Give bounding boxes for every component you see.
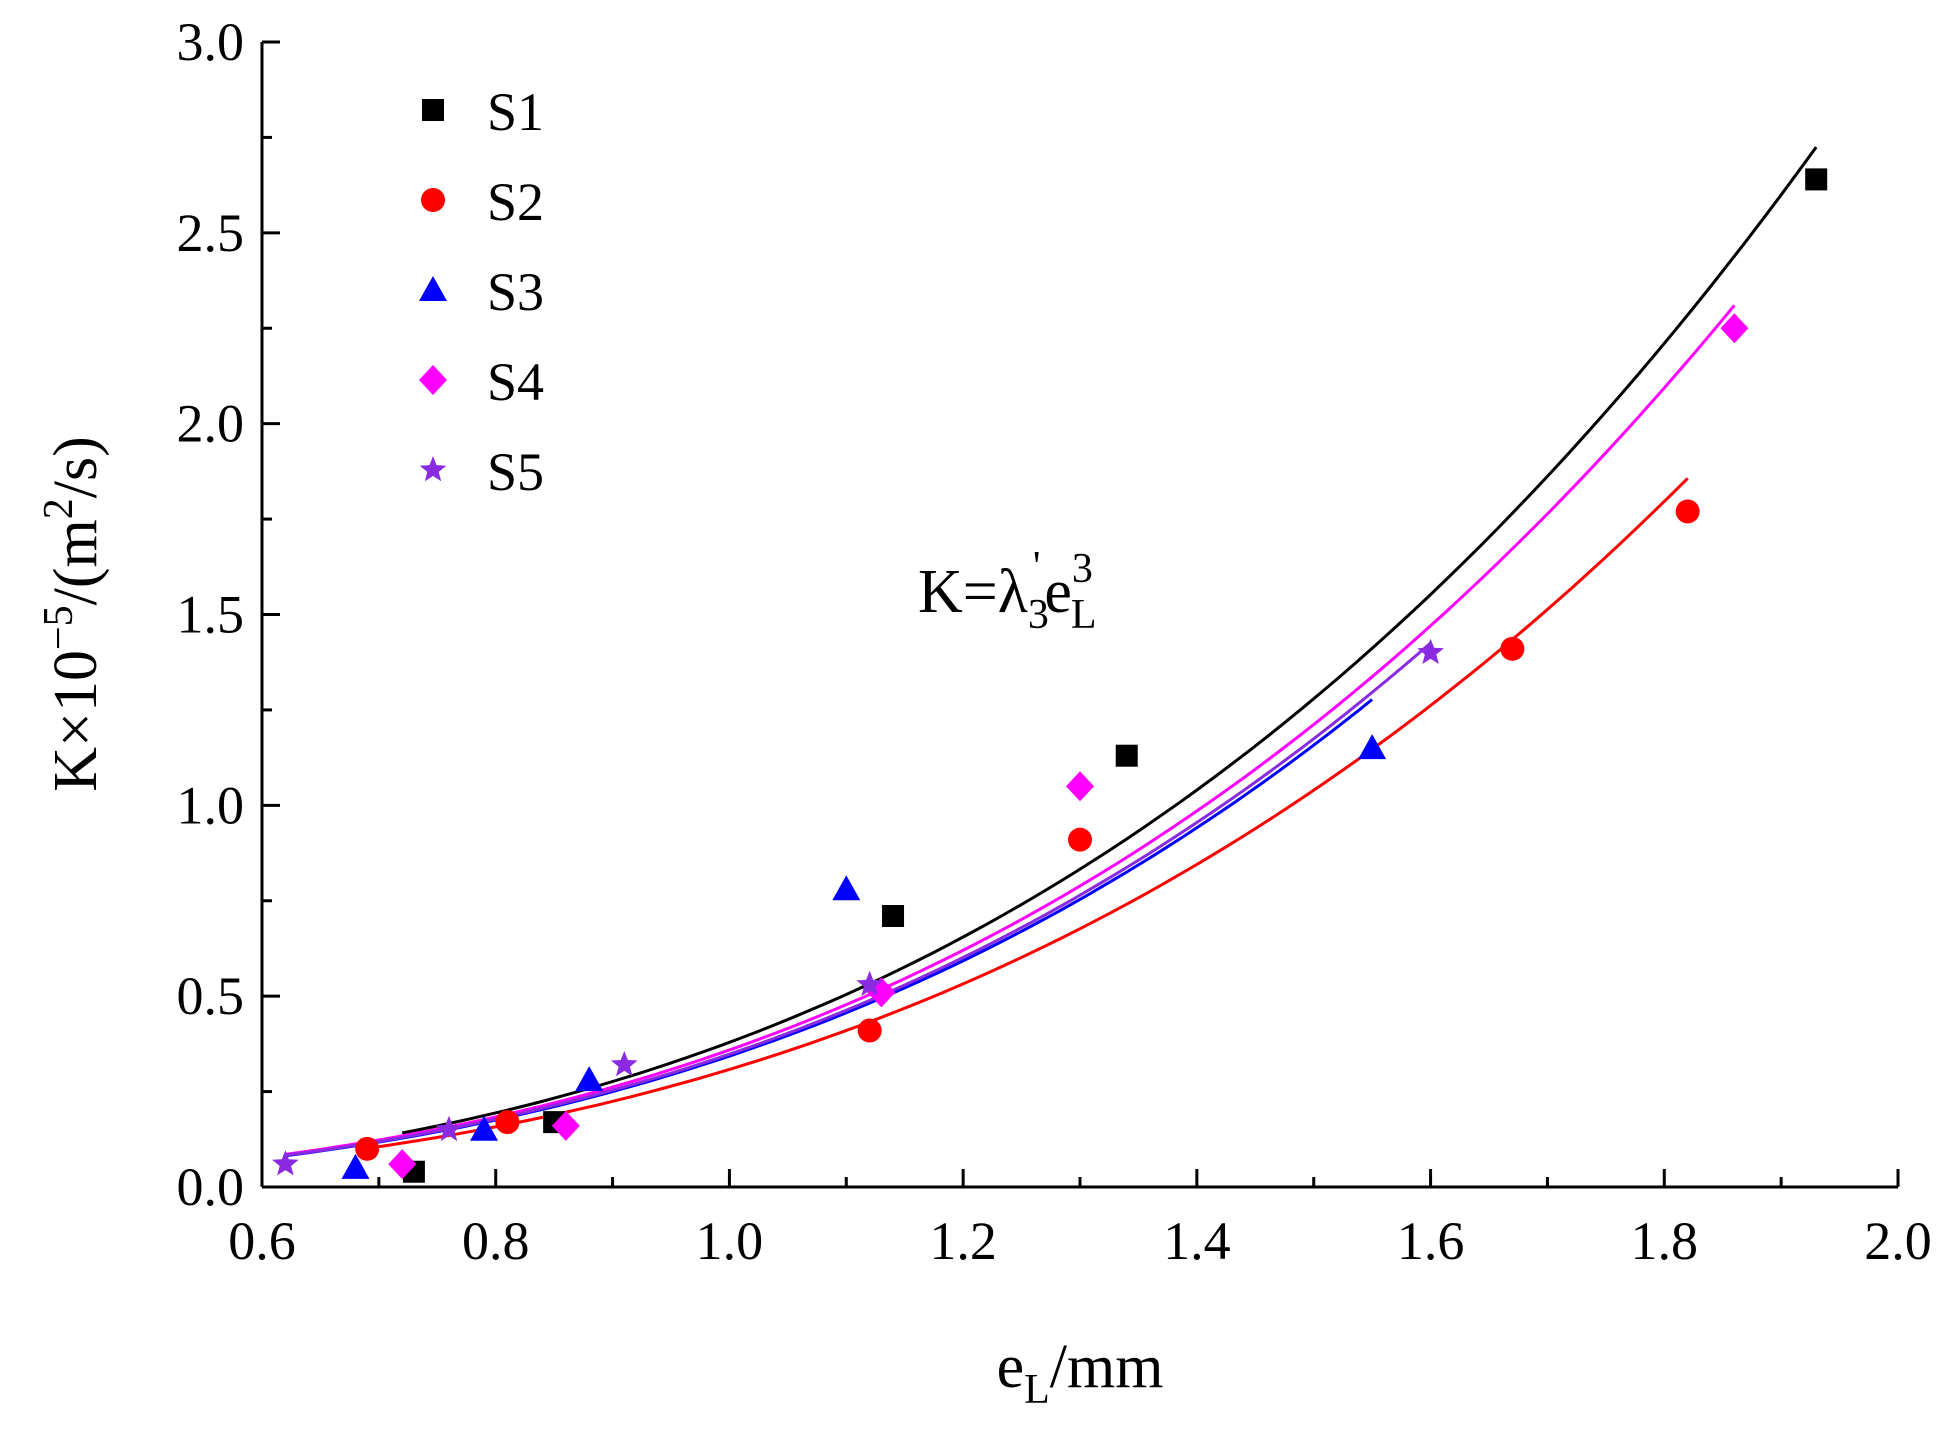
data-point-s5 bbox=[272, 1150, 299, 1176]
y-tick-label: 2.0 bbox=[177, 394, 245, 454]
legend-marker-s4 bbox=[419, 365, 447, 395]
x-tick-label: 1.6 bbox=[1397, 1211, 1465, 1271]
y-axis-title-main: K×10 bbox=[42, 650, 110, 792]
x-tick-label: 1.8 bbox=[1631, 1211, 1699, 1271]
data-point-s3 bbox=[575, 1066, 604, 1092]
data-point-s5 bbox=[435, 1115, 463, 1142]
x-tick-label: 1.4 bbox=[1163, 1211, 1231, 1271]
x-ticks: 0.6 0.8 1.0 1.2 1.4 1.6 1.8 2.0 bbox=[228, 1169, 1932, 1271]
legend-label-s2: S2 bbox=[487, 172, 544, 232]
y-tick-label: 1.0 bbox=[177, 775, 245, 835]
y-axis-title: K×10−5/(m2/s) bbox=[36, 436, 110, 792]
data-point-s5 bbox=[1417, 638, 1444, 664]
y-tick-label: 3.0 bbox=[177, 12, 245, 72]
x-axis-title-main: e bbox=[997, 1333, 1025, 1401]
x-tick-label: 1.2 bbox=[929, 1211, 997, 1271]
formula-sub: 3 bbox=[1028, 592, 1049, 638]
data-point-s2 bbox=[1068, 827, 1092, 852]
formula-prime: ' bbox=[1033, 544, 1041, 590]
legend-marker-s2 bbox=[421, 188, 445, 212]
y-axis-title-sup1: −5 bbox=[36, 605, 82, 650]
data-point-s1 bbox=[882, 905, 905, 928]
fit-curve-s1 bbox=[401, 146, 1818, 1135]
y-axis-title-end: /s) bbox=[42, 436, 110, 498]
x-tick-label: 0.6 bbox=[228, 1211, 296, 1271]
fit-curves bbox=[285, 146, 1818, 1158]
x-axis-title-rest: /mm bbox=[1050, 1333, 1164, 1401]
fit-curve-s4 bbox=[285, 304, 1736, 1156]
y-tick-label: 0.0 bbox=[177, 1157, 245, 1217]
fit-curve-s2 bbox=[366, 477, 1689, 1150]
data-point-s2 bbox=[857, 1018, 882, 1043]
legend-label-s4: S4 bbox=[487, 352, 544, 412]
x-tick-label: 2.0 bbox=[1864, 1211, 1932, 1271]
data-point-s3 bbox=[470, 1115, 499, 1141]
x-tick-label: 0.8 bbox=[462, 1211, 530, 1271]
data-points bbox=[272, 168, 1828, 1183]
legend-marker-s1 bbox=[422, 99, 444, 121]
data-point-s5 bbox=[856, 970, 883, 996]
data-point-s2 bbox=[355, 1136, 380, 1161]
y-tick-label: 1.5 bbox=[177, 585, 245, 645]
legend-marker-s5 bbox=[419, 456, 447, 482]
data-point-s4 bbox=[388, 1149, 417, 1180]
y-tick-label: 2.5 bbox=[177, 203, 245, 263]
formula-k: K=λ bbox=[918, 558, 1028, 626]
x-tick-label: 1.0 bbox=[696, 1211, 764, 1271]
y-ticks: 0.0 0.5 1.0 1.5 2.0 2.5 3.0 bbox=[177, 12, 280, 1217]
data-point-s2 bbox=[1500, 636, 1525, 661]
legend: S1 S2 S3 S4 S5 bbox=[419, 82, 544, 502]
formula-e: e bbox=[1044, 558, 1072, 626]
data-point-s2 bbox=[495, 1110, 520, 1135]
data-point-s4 bbox=[1066, 771, 1094, 802]
data-point-s2 bbox=[1675, 499, 1700, 524]
legend-label-s5: S5 bbox=[487, 442, 544, 502]
formula-sub2: L bbox=[1071, 592, 1097, 638]
x-axis-title: eL/mm bbox=[997, 1333, 1164, 1413]
data-point-s4 bbox=[1720, 313, 1749, 344]
formula-sup: 3 bbox=[1072, 546, 1093, 592]
data-point-s5 bbox=[610, 1050, 638, 1077]
formula-annotation: K=λ3'e3 L bbox=[918, 544, 1097, 638]
legend-marker-s3 bbox=[419, 276, 447, 301]
y-axis-title-sup2: 2 bbox=[36, 498, 82, 519]
data-point-s1 bbox=[1115, 744, 1138, 767]
y-axis-title-mid: /(m bbox=[42, 519, 110, 605]
legend-label-s1: S1 bbox=[487, 82, 544, 142]
data-point-s1 bbox=[1805, 168, 1828, 191]
legend-label-s3: S3 bbox=[487, 262, 544, 322]
fit-curve-s5 bbox=[285, 641, 1432, 1157]
data-point-s3 bbox=[341, 1153, 370, 1179]
data-point-s3 bbox=[1358, 734, 1387, 760]
x-axis-title-sub: L bbox=[1024, 1367, 1050, 1413]
fit-curve-s3 bbox=[285, 698, 1374, 1158]
y-tick-label: 0.5 bbox=[177, 966, 245, 1026]
data-point-s3 bbox=[832, 875, 861, 901]
data-point-s4 bbox=[551, 1110, 580, 1141]
